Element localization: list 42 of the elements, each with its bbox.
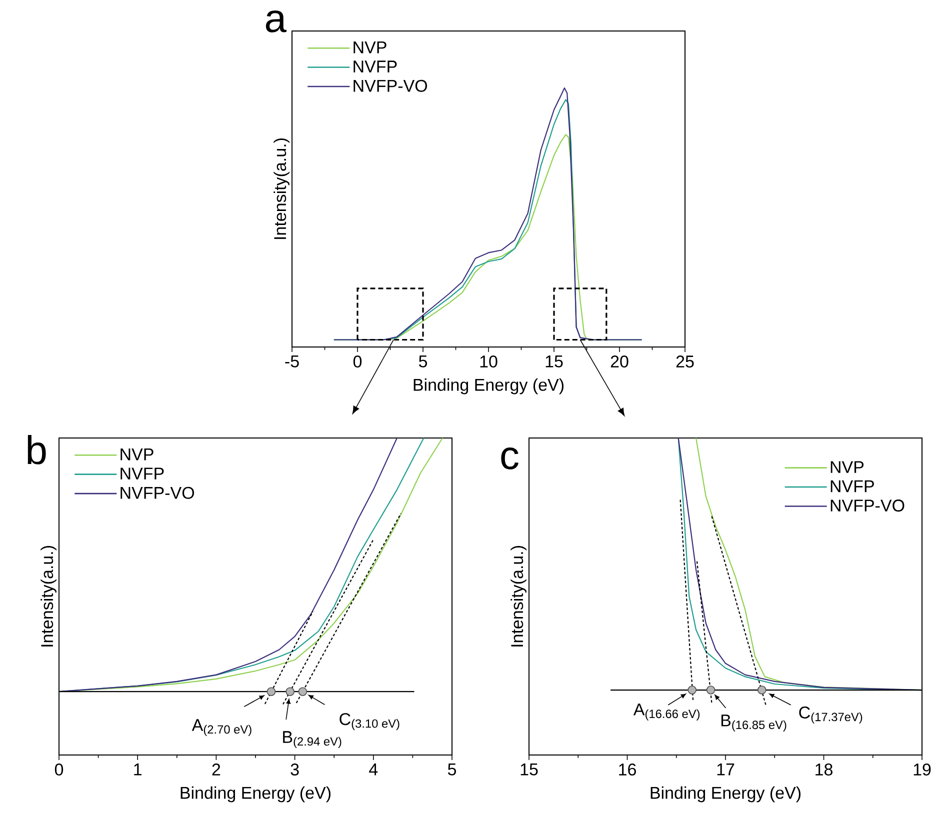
- chart-title: b: [28, 435, 46, 464]
- y-axis-title: Intensity(a.u.): [40, 546, 56, 646]
- annotation: C$_{(3.10 eV)}$: [340, 713, 400, 730]
- legend-label: NVFP: [354, 60, 397, 72]
- x-tick-label: 19: [914, 764, 931, 776]
- x-tick-label: 25: [676, 356, 694, 368]
- x-tick-label: 17: [717, 764, 734, 776]
- x-tick-label: 16: [619, 764, 636, 776]
- x-tick-label: 20: [610, 356, 628, 368]
- annotation: A$_{(2.70 eV)}$: [192, 719, 252, 736]
- annotation: B$_{(16.85 eV)}$: [721, 714, 786, 732]
- annotation: A$_{(16.66 eV)}$: [633, 704, 700, 720]
- annotation: C$_{(17.37eV)}$: [799, 706, 862, 724]
- y-axis-title: Intensity(a.u.): [274, 138, 290, 239]
- x-tick-label: 10: [480, 356, 498, 368]
- annotation: B$_{(2.94 eV)}$: [283, 731, 342, 748]
- legend-label: NVFP: [120, 468, 164, 480]
- legend-label: NVP: [354, 41, 386, 54]
- legend-label: NVP: [120, 448, 154, 460]
- legend-label: NVFP-VO: [354, 80, 428, 92]
- legend-label: NVFP-VO: [120, 486, 194, 499]
- y-axis-title: Intensity(a.u.): [510, 546, 526, 646]
- x-axis-title: Binding Energy (eV): [650, 786, 800, 802]
- x-tick-label: 15: [520, 764, 538, 776]
- x-tick-label: 1: [134, 764, 142, 776]
- x-axis-title: Binding Energy (eV): [180, 786, 330, 802]
- x-tick-label: 2: [212, 764, 220, 776]
- x-tick-label: 15: [546, 356, 563, 368]
- x-tick-label: 0: [54, 764, 64, 776]
- x-tick-label: 5: [448, 764, 456, 776]
- x-tick-label: 18: [816, 764, 832, 776]
- x-axis-title: Binding Energy (eV): [414, 378, 564, 394]
- chart-title: c: [501, 447, 518, 470]
- x-tick-label: 0: [353, 356, 362, 368]
- x-tick-label: 3: [290, 764, 299, 776]
- legend-label: NVFP-VO: [830, 500, 904, 512]
- legend-label: NVFP: [830, 480, 874, 492]
- x-tick-label: 5: [418, 356, 428, 368]
- x-tick-label: 4: [369, 764, 378, 776]
- chart-title: a: [266, 10, 286, 32]
- x-tick-label: -5: [285, 356, 299, 368]
- legend-label: NVP: [830, 461, 864, 473]
